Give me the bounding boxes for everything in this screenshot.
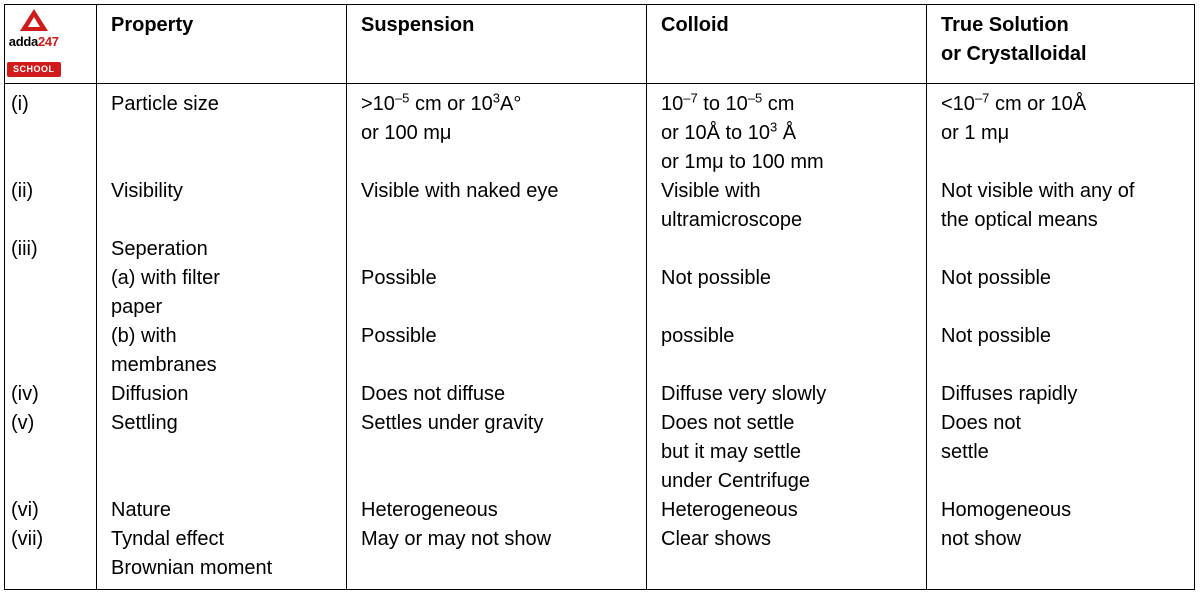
coll-sep-b: possible [661, 322, 916, 351]
susp-nature: Heterogeneous [361, 496, 636, 525]
coll-diffusion: Diffuse very slowly [661, 380, 916, 409]
logo-cell: adda247 SCHOOL [5, 5, 97, 84]
prop-sep-a-l2: paper [111, 293, 336, 322]
coll-ps-l3: or 1mμ to 100 mm [661, 148, 916, 177]
prop-visibility: Visibility [111, 177, 336, 206]
logo-brand-black: adda [9, 34, 38, 49]
logo-triangle-icon [20, 9, 48, 31]
num-ii: (ii) [11, 177, 86, 206]
header-true-l2: or Crystalloidal [941, 40, 1184, 69]
susp-settling: Settles under gravity [361, 409, 636, 438]
coll-tyndall: Clear shows [661, 525, 916, 554]
num-vii: (vii) [11, 525, 86, 554]
prop-particle-size: Particle size [111, 90, 336, 119]
true-sep-a: Not possible [941, 264, 1184, 293]
true-vis-l1: Not visible with any of [941, 177, 1184, 206]
prop-separation: Seperation [111, 235, 336, 264]
coll-nature: Heterogeneous [661, 496, 916, 525]
header-suspension: Suspension [347, 5, 647, 84]
coll-set-l3: under Centrifuge [661, 467, 916, 496]
col-true-solution: <10–7 cm or 10Å or 1 mμ Not visible with… [927, 83, 1195, 589]
prop-brownian: Brownian moment [111, 554, 336, 583]
col-suspension: >10–5 cm or 103A° or 100 mμ Visible with… [347, 83, 647, 589]
col-property: Particle size Visibility Seperation (a) … [97, 83, 347, 589]
num-vi: (vi) [11, 496, 86, 525]
num-i: (i) [11, 90, 86, 119]
header-true-l1: True Solution [941, 11, 1184, 40]
susp-diffusion: Does not diffuse [361, 380, 636, 409]
true-sep-b: Not possible [941, 322, 1184, 351]
coll-vis-l2: ultramicroscope [661, 206, 916, 235]
susp-tyndall: May or may not show [361, 525, 636, 554]
true-ps-l1: <10–7 cm or 10Å [941, 90, 1184, 119]
num-v: (v) [11, 409, 86, 438]
coll-set-l1: Does not settle [661, 409, 916, 438]
coll-sep-a: Not possible [661, 264, 916, 293]
prop-diffusion: Diffusion [111, 380, 336, 409]
num-iv: (iv) [11, 380, 86, 409]
prop-sep-a-l1: (a) with filter [111, 264, 336, 293]
table-body-row: (i) (ii) (iii) (iv) (v) (vi) (vii) Parti… [5, 83, 1195, 589]
susp-sep-b: Possible [361, 322, 636, 351]
col-colloid: 10–7 to 10–5 cm or 10Å to 103 Å or 1mμ t… [647, 83, 927, 589]
susp-ps-l1: >10–5 cm or 103A° [361, 90, 636, 119]
susp-sep-a: Possible [361, 264, 636, 293]
true-diffusion: Diffuses rapidly [941, 380, 1184, 409]
comparison-table: adda247 SCHOOL Property Suspension Collo… [4, 4, 1195, 590]
true-ps-l2: or 1 mμ [941, 119, 1184, 148]
prop-tyndall: Tyndal effect [111, 525, 336, 554]
true-nature: Homogeneous [941, 496, 1184, 525]
coll-set-l2: but it may settle [661, 438, 916, 467]
num-iii: (iii) [11, 235, 86, 264]
prop-nature: Nature [111, 496, 336, 525]
header-true-solution: True Solution or Crystalloidal [927, 5, 1195, 84]
true-set-l1: Does not [941, 409, 1184, 438]
logo-text: adda247 [7, 33, 61, 52]
table-header-row: adda247 SCHOOL Property Suspension Collo… [5, 5, 1195, 84]
coll-vis-l1: Visible with [661, 177, 916, 206]
susp-ps-l2: or 100 mμ [361, 119, 636, 148]
header-property: Property [97, 5, 347, 84]
susp-visibility: Visible with naked eye [361, 177, 636, 206]
true-tyndall: not show [941, 525, 1184, 554]
prop-sep-b-l1: (b) with [111, 322, 336, 351]
col-numbers: (i) (ii) (iii) (iv) (v) (vi) (vii) [5, 83, 97, 589]
brand-logo: adda247 SCHOOL [7, 9, 61, 81]
logo-brand-red: 247 [38, 34, 59, 49]
prop-sep-b-l2: membranes [111, 351, 336, 380]
true-set-l2: settle [941, 438, 1184, 467]
prop-settling: Settling [111, 409, 336, 438]
header-colloid: Colloid [647, 5, 927, 84]
logo-school-badge: SCHOOL [7, 62, 61, 77]
true-vis-l2: the optical means [941, 206, 1184, 235]
coll-ps-l2: or 10Å to 103 Å [661, 119, 916, 148]
coll-ps-l1: 10–7 to 10–5 cm [661, 90, 916, 119]
